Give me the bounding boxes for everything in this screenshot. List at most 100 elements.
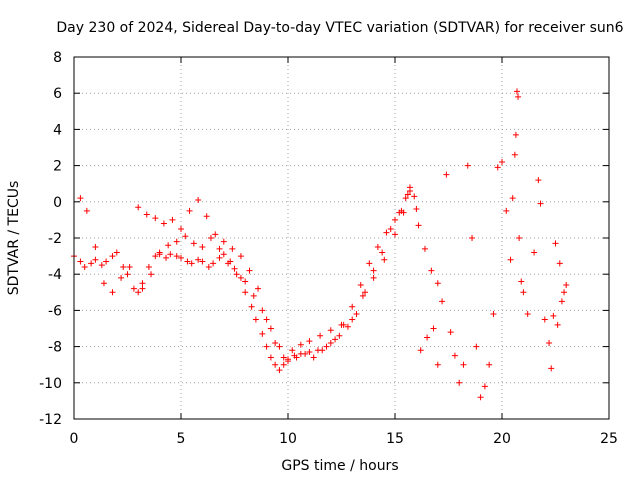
data-point [411,193,418,200]
data-point [120,263,127,270]
data-point [124,271,131,278]
data-point [554,321,561,328]
data-point [509,195,516,202]
data-point [513,88,520,95]
data-point [327,339,334,346]
data-point [178,225,184,232]
data-point [558,298,565,305]
data-point [190,240,197,247]
data-point [229,245,236,252]
data-point [428,267,435,274]
x-tick-label: 5 [177,431,186,447]
data-point [387,225,394,232]
data-point [317,332,324,339]
data-point [267,325,274,332]
data-point [259,330,266,337]
y-axis: -12 -10 -8 -6 -4 -2 0 2 4 6 8 [39,50,609,428]
data-point [327,327,334,334]
data-point [237,274,244,281]
data-point [447,329,454,336]
data-point [336,332,343,339]
data-point [242,278,249,285]
data-point [280,361,287,368]
data-point [152,215,159,222]
data-point [512,131,519,138]
data-point [524,311,531,318]
grid [74,57,609,419]
data-point [370,267,377,274]
data-point [216,254,223,261]
data-point [263,316,270,323]
data-point [548,365,555,372]
data-point [173,253,180,260]
chart-title: Day 230 of 2024, Sidereal Day-to-day VTE… [56,20,623,36]
data-point [276,367,283,374]
y-tick-label: 4 [53,122,62,138]
data-point [109,289,116,296]
x-tick-label: 10 [279,431,297,447]
data-point [370,274,377,281]
data-point [118,274,125,281]
data-point [503,207,510,214]
series-scatter-tail [417,88,570,401]
data-point [285,358,291,365]
y-tick-label: -6 [48,303,62,319]
data-point [220,251,227,258]
data-point [392,231,398,238]
data-point [186,207,193,214]
data-point [83,207,90,214]
data-point [207,235,214,241]
data-point [486,361,493,368]
data-point [490,311,497,318]
data-point [135,204,142,211]
data-point [546,339,553,346]
data-point [280,354,287,361]
data-point [188,260,195,267]
data-point [148,271,155,278]
data-point [182,233,189,240]
data-point [212,231,219,238]
data-point [396,209,403,216]
data-point [323,343,330,350]
data-point [113,249,120,256]
data-point [357,282,364,289]
data-point [338,321,345,328]
data-point [511,151,518,158]
data-point [167,251,174,258]
data-point [366,260,373,267]
data-point [451,352,458,359]
y-tick-label: -8 [48,340,62,356]
data-point [169,216,176,223]
data-point [374,244,381,251]
data-point [518,278,525,285]
data-point [552,240,559,247]
data-point [439,298,446,305]
data-point [379,249,386,256]
data-point [402,195,409,202]
y-tick-label: 8 [53,50,62,66]
data-point [494,164,501,171]
data-point [103,258,110,265]
data-point [507,256,514,263]
data-point [135,289,142,296]
data-point [310,354,317,361]
y-tick-label: 0 [53,195,62,211]
data-point [173,238,180,245]
x-axis: 0 5 10 15 20 25 [70,57,618,447]
data-point [499,158,505,165]
x-tick-label: 20 [493,431,511,447]
data-point [415,222,422,229]
data-point [92,244,99,251]
y-tick-label: -12 [39,412,62,428]
data-point [252,316,259,323]
data-point [130,285,137,292]
data-point [481,383,488,390]
data-point [92,256,99,263]
data-point [392,216,398,223]
data-point [477,394,484,401]
data-point [359,292,366,299]
data-point [126,263,133,270]
data-point [195,256,202,263]
data-point [160,220,167,227]
data-point [242,289,249,296]
